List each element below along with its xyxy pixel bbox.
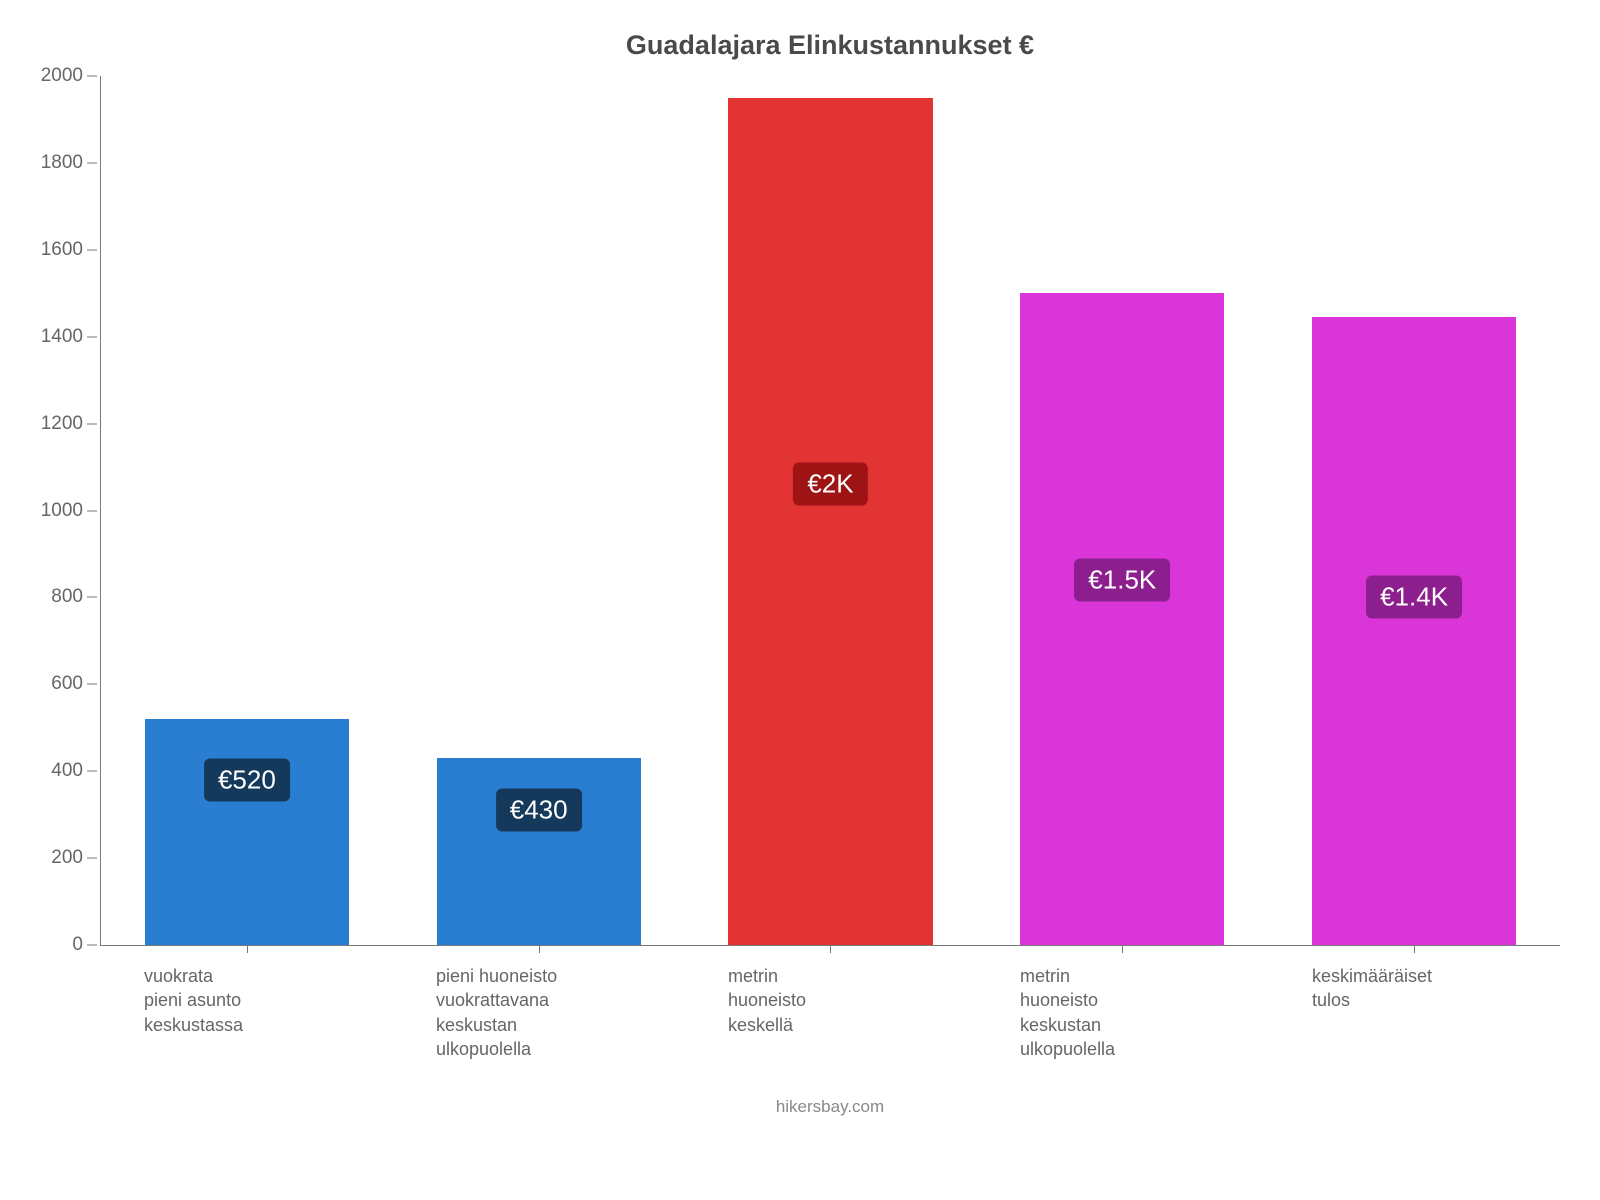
y-tick-label: 0 xyxy=(72,934,101,956)
x-tick xyxy=(1122,945,1123,953)
y-tick-label: 2000 xyxy=(41,65,101,87)
y-tick-label: 1200 xyxy=(41,413,101,435)
bar-slot: €2K xyxy=(685,76,977,945)
chart-attribution: hikersbay.com xyxy=(100,1097,1560,1117)
bar: €2K xyxy=(728,98,932,945)
x-tick xyxy=(830,945,831,953)
y-tick-label: 800 xyxy=(51,586,101,608)
bar-value-label: €2K xyxy=(793,463,867,506)
plot-area: €520€430€2K€1.5K€1.4K 020040060080010001… xyxy=(100,76,1560,946)
bar-value-label: €520 xyxy=(204,758,290,801)
bar-slot: €520 xyxy=(101,76,393,945)
chart-container: Guadalajara Elinkustannukset € €520€430€… xyxy=(0,0,1600,1200)
x-axis-label: metrinhuoneistokeskellä xyxy=(684,964,976,1061)
y-tick-label: 400 xyxy=(51,760,101,782)
chart-title: Guadalajara Elinkustannukset € xyxy=(100,30,1560,61)
bar-value-label: €1.5K xyxy=(1074,559,1170,602)
x-tick xyxy=(539,945,540,953)
bar-slot: €430 xyxy=(393,76,685,945)
x-axis-labels: vuokratapieni asuntokeskustassapieni huo… xyxy=(100,964,1560,1061)
x-axis-label: metrinhuoneistokeskustanulkopuolella xyxy=(976,964,1268,1061)
bar: €1.5K xyxy=(1020,293,1224,945)
x-tick xyxy=(247,945,248,953)
bar-slot: €1.5K xyxy=(976,76,1268,945)
bar-value-label: €430 xyxy=(496,789,582,832)
bar: €520 xyxy=(145,719,349,945)
y-tick-label: 1800 xyxy=(41,152,101,174)
bars-group: €520 €430 €2K €1.5K €1.4K xyxy=(101,76,1560,945)
x-tick xyxy=(1414,945,1415,953)
bar-slot: €1.4K xyxy=(1268,76,1560,945)
x-axis-label: vuokratapieni asuntokeskustassa xyxy=(100,964,392,1061)
bar-value-label: €1.4K xyxy=(1366,576,1462,619)
y-tick-label: 1400 xyxy=(41,326,101,348)
y-tick-label: 1600 xyxy=(41,239,101,261)
x-axis-label: keskimääräisettulos xyxy=(1268,964,1560,1061)
bar: €430 xyxy=(437,758,641,945)
y-tick-label: 200 xyxy=(51,847,101,869)
bar: €1.4K xyxy=(1312,317,1516,945)
y-tick-label: 1000 xyxy=(41,500,101,522)
x-axis-label: pieni huoneistovuokrattavanakeskustanulk… xyxy=(392,964,684,1061)
y-tick-label: 600 xyxy=(51,673,101,695)
